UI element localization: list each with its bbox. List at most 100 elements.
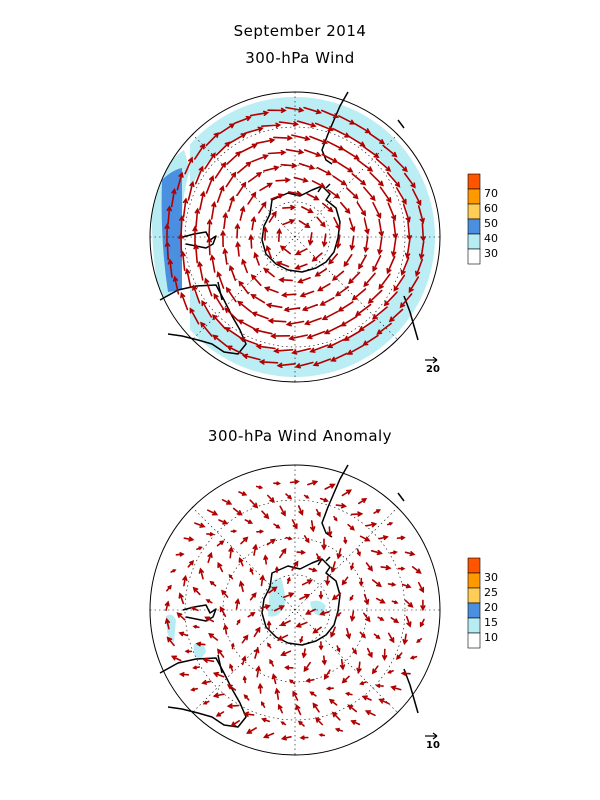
wind-vector-arrow	[235, 241, 241, 257]
wind-vector-arrow	[387, 632, 395, 644]
wind-vector-arrow	[411, 188, 422, 207]
wind-vector-arrow	[416, 638, 423, 643]
wind-vector-arrow	[350, 511, 364, 517]
wind-vector-arrow	[319, 497, 329, 503]
wind-vector-arrow	[415, 258, 424, 277]
wind-vector-arrow	[164, 240, 171, 261]
wind-vector-arrow	[270, 193, 285, 200]
wind-vector-arrow	[359, 681, 367, 686]
wind-vector-arrow	[249, 592, 257, 601]
wind-vector-arrow	[375, 597, 386, 604]
reference-vector-label: 10	[426, 740, 440, 751]
wind-vector-arrow	[212, 692, 225, 698]
wind-anomaly-map: 30 25 20 15 10 10	[149, 464, 498, 756]
wind-vector-arrow	[406, 220, 412, 242]
wind-vector-arrow	[342, 148, 360, 160]
wind-vector-arrow	[311, 180, 326, 188]
wind-vector-arrow	[327, 526, 333, 538]
wind-vector-arrow	[204, 152, 216, 170]
wind-vector-arrow	[249, 110, 270, 117]
wind-vector-arrow	[394, 158, 408, 173]
wind-vector-arrow	[184, 156, 194, 175]
wind-vector-arrow	[304, 608, 317, 615]
wind-vector-arrow	[299, 290, 315, 298]
wind-vector-arrow	[216, 271, 225, 289]
wind-vector-arrow	[319, 297, 335, 306]
wind-vector-arrow	[237, 300, 252, 313]
wind-vector-arrow	[411, 566, 422, 574]
wind-vector-arrow	[356, 661, 362, 674]
wind-vector-arrow	[297, 505, 304, 516]
wind-vector-arrow	[280, 162, 298, 169]
wind-vector-arrow	[194, 165, 204, 185]
wind-vector-arrow	[276, 634, 289, 641]
wind-vector-arrow	[253, 251, 260, 266]
wind-vector-arrow	[192, 225, 198, 246]
wind-vector-arrow	[316, 216, 326, 228]
wind-vector-arrow	[275, 261, 290, 268]
wind-vector-arrow	[390, 685, 402, 691]
legend-label: 30	[484, 571, 498, 584]
wind-vector-arrow	[221, 499, 233, 505]
wind-vector-arrow	[261, 717, 271, 723]
wind-vector-arrow	[373, 633, 381, 640]
panel-1-title: 300-hPa Wind	[245, 49, 355, 67]
wind-vector-arrow	[291, 560, 299, 571]
wind-vector-arrow	[218, 123, 236, 135]
wind-vector-arrow	[373, 509, 381, 514]
wind-vector-arrow	[269, 658, 274, 667]
wind-vector-arrow	[349, 594, 354, 601]
wind-vector-arrow	[314, 268, 327, 277]
wind-vector-arrow	[246, 727, 257, 734]
wind-vector-arrow	[312, 626, 322, 634]
wind-vector-arrow	[226, 684, 237, 691]
wind-vector-arrow	[350, 719, 361, 726]
wind-vector-arrow	[275, 565, 279, 573]
wind-vector-arrow	[328, 698, 338, 706]
wind-vector-arrow	[299, 593, 311, 600]
wind-vector-arrow	[404, 599, 414, 608]
wind-vector-arrow	[379, 186, 392, 204]
wind-vector-arrow	[273, 135, 294, 141]
wind-vector-arrow	[366, 647, 373, 659]
wind-vector-arrow	[386, 522, 394, 526]
wind-vector-arrow	[205, 132, 220, 147]
wind-vector-arrow	[223, 623, 229, 635]
wind-vector-arrow	[206, 236, 212, 256]
wind-vector-arrow	[277, 703, 283, 714]
wind-anomaly-vectors	[164, 479, 426, 741]
wind-vector-arrow	[417, 581, 425, 594]
wind-vector-arrow	[390, 617, 400, 624]
wind-vector-arrow	[299, 735, 309, 740]
wind-vector-arrow	[241, 258, 248, 274]
wind-vector-arrow	[280, 721, 287, 726]
wind-vector-arrow	[234, 598, 241, 610]
wind-vector-arrow	[365, 562, 374, 572]
wind-vector-arrow	[331, 592, 342, 601]
wind-vector-arrow	[303, 535, 310, 544]
wind-vector-arrow	[201, 299, 213, 318]
wind-vector-arrow	[247, 612, 256, 618]
wind-vector-arrow	[192, 284, 201, 304]
wind-vector-arrow	[250, 215, 257, 231]
wind-vector-arrow	[224, 307, 239, 322]
wind-vector-arrow	[316, 166, 332, 176]
wind-vector-arrow	[285, 493, 293, 500]
wind-vector-arrow	[357, 159, 374, 172]
wind-vector-arrow	[279, 505, 286, 517]
wind-vector-arrow	[255, 343, 276, 350]
wind-vector-arrow	[381, 648, 388, 661]
wind-vector-arrow	[198, 567, 204, 580]
wind-vector-arrow	[261, 122, 282, 128]
wind-vector-arrow	[248, 171, 263, 183]
wind-vector-arrow	[370, 549, 383, 556]
wind-vector-arrow	[289, 679, 296, 685]
wind-vector-arrow	[321, 538, 327, 551]
wind-vector-arrow	[190, 687, 198, 692]
wind-vector-arrow	[420, 599, 426, 612]
wind-vector-arrow	[268, 586, 278, 594]
wind-vector-arrow	[228, 264, 237, 281]
wind-vector-arrow	[408, 276, 420, 294]
wind-vector-arrow	[337, 162, 354, 173]
legend-label: 50	[484, 217, 498, 230]
